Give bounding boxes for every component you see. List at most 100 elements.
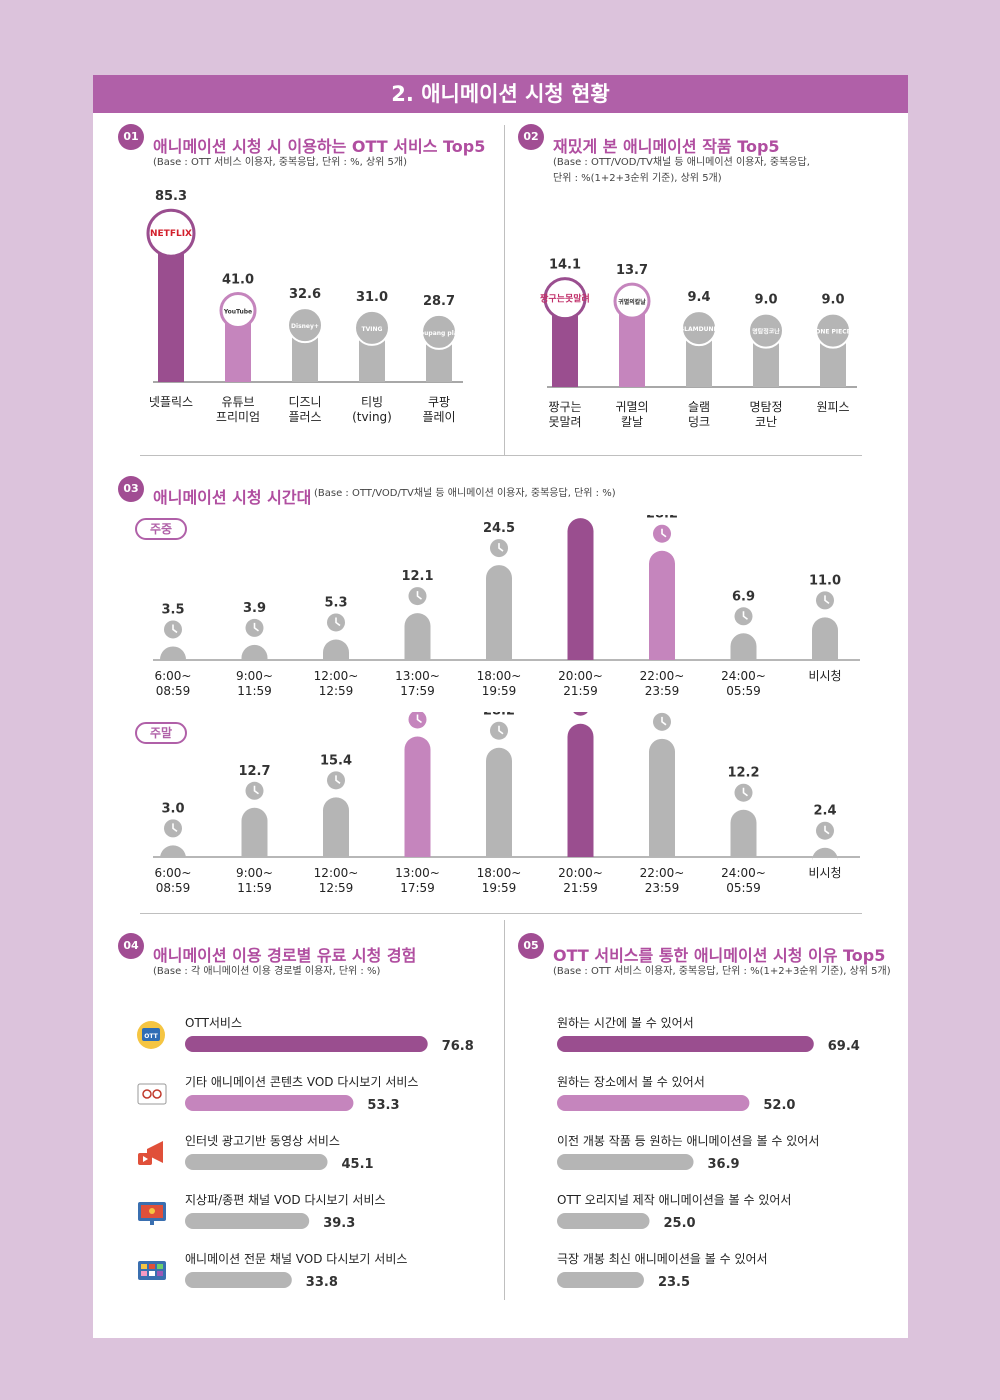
bar bbox=[486, 747, 512, 857]
data-label: 24.5 bbox=[483, 521, 515, 536]
bar bbox=[557, 1036, 814, 1052]
tick-label: 짱구는 bbox=[548, 400, 581, 414]
bar bbox=[557, 1213, 650, 1229]
tick-label: 12:59 bbox=[319, 881, 354, 895]
section-05-badge: 05 bbox=[518, 933, 544, 959]
data-label: 36.9 bbox=[708, 1157, 740, 1172]
data-label: 69.4 bbox=[828, 1039, 860, 1054]
logo-label: NETFLIX bbox=[150, 229, 192, 239]
section-05-note: (Base : OTT 서비스 이용자, 중복응답, 단위 : %(1+2+3순… bbox=[553, 966, 891, 977]
clock-hands bbox=[172, 624, 178, 634]
data-label: 3.0 bbox=[161, 801, 184, 816]
bar bbox=[323, 639, 349, 660]
section-02-note-line1: (Base : OTT/VOD/TV채널 등 애니메이션 이용자, 중복응답, bbox=[553, 157, 810, 168]
bar bbox=[649, 550, 675, 660]
data-label: 85.3 bbox=[155, 189, 187, 204]
tick-label: 05:59 bbox=[726, 684, 761, 698]
tick-label: 17:59 bbox=[400, 881, 435, 895]
bar bbox=[812, 847, 838, 861]
data-label: 6.9 bbox=[732, 589, 755, 604]
tick-label: 21:59 bbox=[563, 684, 598, 698]
clock-hands bbox=[253, 622, 259, 632]
ott-icon: OTT bbox=[137, 1021, 165, 1049]
data-label: 15.4 bbox=[320, 753, 352, 768]
vod-icon bbox=[137, 1083, 167, 1105]
tick-label: 덩크 bbox=[688, 415, 710, 429]
page-title: 2. 애니메이션 시청 현황 bbox=[93, 75, 908, 113]
tick-label: 원피스 bbox=[816, 400, 849, 414]
tick-label: 23:59 bbox=[645, 684, 680, 698]
tick-label: 플러스 bbox=[288, 410, 321, 424]
clock-hands bbox=[498, 725, 504, 735]
bar bbox=[241, 644, 268, 660]
data-label: 39.3 bbox=[323, 1216, 355, 1231]
bar bbox=[557, 1272, 644, 1288]
tick-label: 코난 bbox=[755, 415, 777, 429]
tv-icon bbox=[138, 1202, 166, 1225]
clock-hands bbox=[416, 591, 422, 600]
tick-label: 6:00~ bbox=[154, 866, 191, 880]
data-label: 33.8 bbox=[306, 1275, 338, 1290]
tick-label: 11:59 bbox=[237, 684, 272, 698]
data-label: 32.6 bbox=[289, 287, 321, 302]
tick-label: 19:59 bbox=[482, 881, 517, 895]
logo-icon bbox=[421, 313, 457, 350]
tick-label: 19:59 bbox=[482, 684, 517, 698]
clock-hands bbox=[742, 787, 748, 797]
logo-icon bbox=[748, 312, 784, 349]
bar bbox=[557, 1154, 694, 1170]
tick-label: (tving) bbox=[352, 410, 392, 424]
data-label: 2.4 bbox=[813, 804, 836, 819]
bar bbox=[730, 809, 757, 857]
bar bbox=[158, 233, 184, 382]
logo-icon bbox=[287, 307, 323, 344]
infographic-page: 2. 애니메이션 시청 현황 01 애니메이션 시청 시 이용하는 OTT 서비… bbox=[93, 75, 908, 1338]
section-04-title: 애니메이션 이용 경로별 유료 시청 경험 bbox=[153, 946, 417, 965]
bar bbox=[486, 565, 512, 660]
logo-icon bbox=[543, 277, 587, 321]
tick-label: 20:00~ bbox=[558, 866, 603, 880]
section-01-title: 애니메이션 시청 시 이용하는 OTT 서비스 Top5 bbox=[153, 137, 486, 156]
tick-label: 9:00~ bbox=[236, 669, 273, 683]
section-04-badge: 04 bbox=[118, 933, 144, 959]
logo-label: SLAMDUNK bbox=[680, 326, 719, 333]
tick-label: 9:00~ bbox=[236, 866, 273, 880]
tick-label: 20:00~ bbox=[558, 669, 603, 683]
bar bbox=[812, 617, 838, 660]
clock-hands bbox=[661, 716, 667, 726]
bar bbox=[730, 633, 757, 660]
tick-label: 티빙 bbox=[361, 395, 383, 409]
clock-hands bbox=[335, 617, 341, 627]
bar bbox=[185, 1095, 354, 1111]
tick-label: 12:00~ bbox=[314, 866, 359, 880]
logo-icon bbox=[219, 291, 257, 329]
tick-label: 슬램 bbox=[688, 400, 710, 414]
data-label: 12.2 bbox=[727, 766, 759, 781]
tick-label: 18:00~ bbox=[477, 866, 522, 880]
divider-mid bbox=[140, 455, 862, 456]
bar bbox=[567, 723, 594, 857]
clock-hands bbox=[824, 825, 830, 835]
tick-label: 22:00~ bbox=[640, 669, 685, 683]
data-label: 25.0 bbox=[664, 1216, 696, 1231]
tick-label: 08:59 bbox=[156, 684, 191, 698]
bar bbox=[185, 1213, 310, 1229]
tick-label: 넷플릭스 bbox=[149, 395, 193, 409]
tick-label: 귀멸의 bbox=[615, 400, 648, 414]
tick-label: 18:00~ bbox=[477, 669, 522, 683]
clock-hands bbox=[742, 611, 748, 620]
data-label: 12.1 bbox=[401, 569, 433, 584]
data-label: 28.2 bbox=[483, 712, 515, 719]
category-label: 애니메이션 전문 채널 VOD 다시보기 서비스 bbox=[185, 1252, 407, 1266]
bar bbox=[160, 646, 186, 660]
bar bbox=[185, 1272, 292, 1288]
data-label: 41.0 bbox=[222, 272, 254, 287]
data-label: 28.2 bbox=[646, 515, 678, 522]
tick-label: 11:59 bbox=[237, 881, 272, 895]
section-01-note: (Base : OTT 서비스 이용자, 중복응답, 단위 : %, 상위 5개… bbox=[153, 157, 407, 168]
clock-hands bbox=[253, 785, 259, 795]
data-label: 3.5 bbox=[161, 602, 184, 617]
divider-lower bbox=[140, 913, 862, 914]
tick-label: 12:59 bbox=[319, 684, 354, 698]
category-label: 원하는 시간에 볼 수 있어서 bbox=[557, 1016, 694, 1030]
